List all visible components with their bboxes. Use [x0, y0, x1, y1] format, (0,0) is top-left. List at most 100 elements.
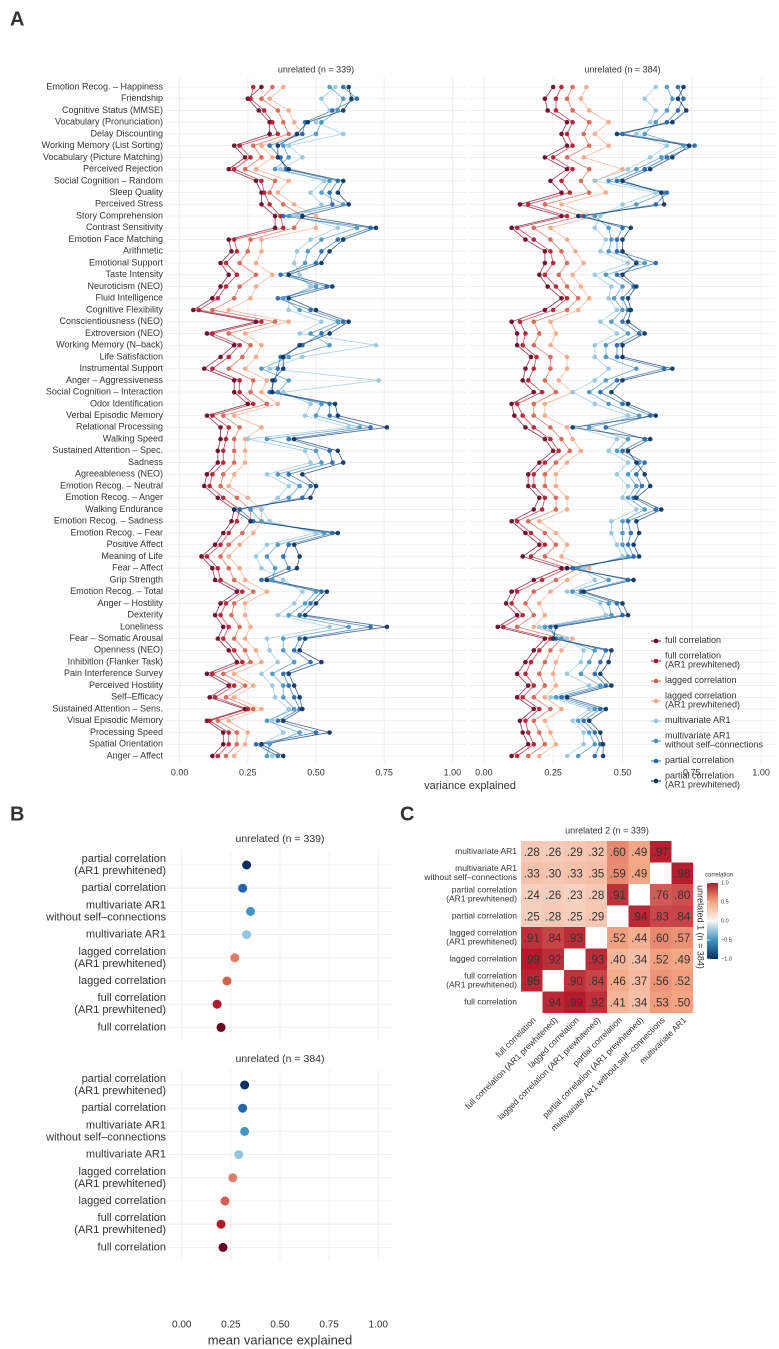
- colorbar-tick-label: −1.0: [721, 956, 732, 962]
- point: [578, 659, 584, 665]
- column-label: full correlation (AR1 prewhitened): [463, 1015, 559, 1111]
- point: [248, 295, 253, 301]
- cell-label: .76: [653, 890, 669, 902]
- point: [548, 249, 553, 254]
- point: [272, 565, 278, 571]
- cell: [585, 970, 607, 992]
- point: [611, 295, 617, 301]
- legend-marker: [653, 658, 659, 664]
- point: [308, 401, 313, 407]
- point: [250, 143, 256, 148]
- point: [261, 190, 267, 195]
- point: [259, 366, 264, 371]
- point: [537, 730, 542, 735]
- point: [357, 425, 362, 430]
- point: [564, 425, 570, 430]
- row-label: Openness (NEO): [94, 645, 163, 655]
- point: [537, 272, 542, 278]
- row-label: multivariate AR1: [86, 1149, 166, 1161]
- row-label-line: partial correlation: [452, 885, 517, 895]
- point: [346, 319, 352, 325]
- point: [253, 741, 259, 747]
- point: [592, 401, 598, 407]
- row-label-line: partial correlation: [82, 882, 166, 894]
- cell-label: .28: [524, 847, 540, 859]
- row-label-line: full correlation: [464, 997, 517, 1007]
- point: [286, 683, 292, 688]
- point: [286, 354, 292, 360]
- point: [319, 659, 324, 665]
- cell-label: .49: [674, 954, 690, 966]
- point: [628, 225, 634, 231]
- point: [614, 378, 620, 383]
- point: [324, 589, 330, 594]
- point: [242, 683, 248, 688]
- cell-label: .93: [567, 933, 583, 945]
- x-axis-title: mean variance explained: [208, 1332, 353, 1347]
- legend-label-line: (AR1 prewhitened): [665, 780, 740, 790]
- point: [226, 425, 232, 430]
- cell: [650, 905, 672, 927]
- cell-label: .26: [545, 890, 561, 902]
- x-tick-label: 0.00: [171, 767, 189, 777]
- point: [253, 319, 259, 325]
- point: [327, 331, 332, 336]
- point: [570, 425, 575, 430]
- point: [525, 202, 531, 207]
- series-line: [532, 86, 624, 757]
- colorbar-tick-label: 0.5: [721, 899, 729, 905]
- point: [537, 753, 542, 759]
- point: [229, 518, 234, 524]
- point: [231, 695, 237, 700]
- point: [570, 589, 575, 594]
- point: [603, 612, 609, 618]
- point: [297, 730, 302, 735]
- point: [278, 272, 283, 278]
- point: [204, 331, 210, 336]
- point: [231, 601, 237, 606]
- point: [634, 366, 639, 371]
- row-label: Emotion Recog. – Fear: [70, 527, 163, 537]
- point: [542, 401, 548, 407]
- point: [564, 131, 570, 137]
- point: [259, 249, 264, 254]
- point: [291, 202, 297, 207]
- point: [634, 472, 639, 477]
- x-tick-label: 0.75: [375, 767, 393, 777]
- row-label: Perceived Rejection: [83, 164, 163, 174]
- point: [218, 354, 223, 360]
- cell: [564, 927, 586, 949]
- x-tick-label: 1.00: [369, 1320, 389, 1331]
- point: [670, 96, 675, 102]
- point: [642, 166, 647, 172]
- cell: [671, 927, 693, 949]
- row-label-line: full correlation: [98, 1241, 166, 1253]
- point: [259, 389, 264, 395]
- point: [313, 260, 319, 266]
- point: [534, 354, 539, 360]
- point: [238, 883, 248, 893]
- point: [286, 272, 292, 278]
- point: [531, 413, 537, 418]
- point: [330, 284, 335, 289]
- point: [229, 249, 234, 254]
- point: [531, 624, 537, 630]
- point: [210, 472, 215, 477]
- point: [291, 260, 297, 266]
- point: [286, 108, 292, 113]
- point: [286, 378, 292, 383]
- point: [548, 225, 553, 231]
- point: [553, 495, 559, 501]
- point: [592, 342, 598, 348]
- point: [242, 577, 248, 583]
- point: [528, 554, 534, 559]
- point: [226, 624, 232, 630]
- point: [523, 237, 528, 242]
- point: [553, 483, 559, 489]
- point: [548, 436, 553, 442]
- point: [259, 202, 264, 207]
- row-label: Arithmetic: [123, 246, 164, 256]
- point: [259, 671, 264, 677]
- cell-label: .37: [631, 976, 647, 988]
- cell: [521, 927, 543, 949]
